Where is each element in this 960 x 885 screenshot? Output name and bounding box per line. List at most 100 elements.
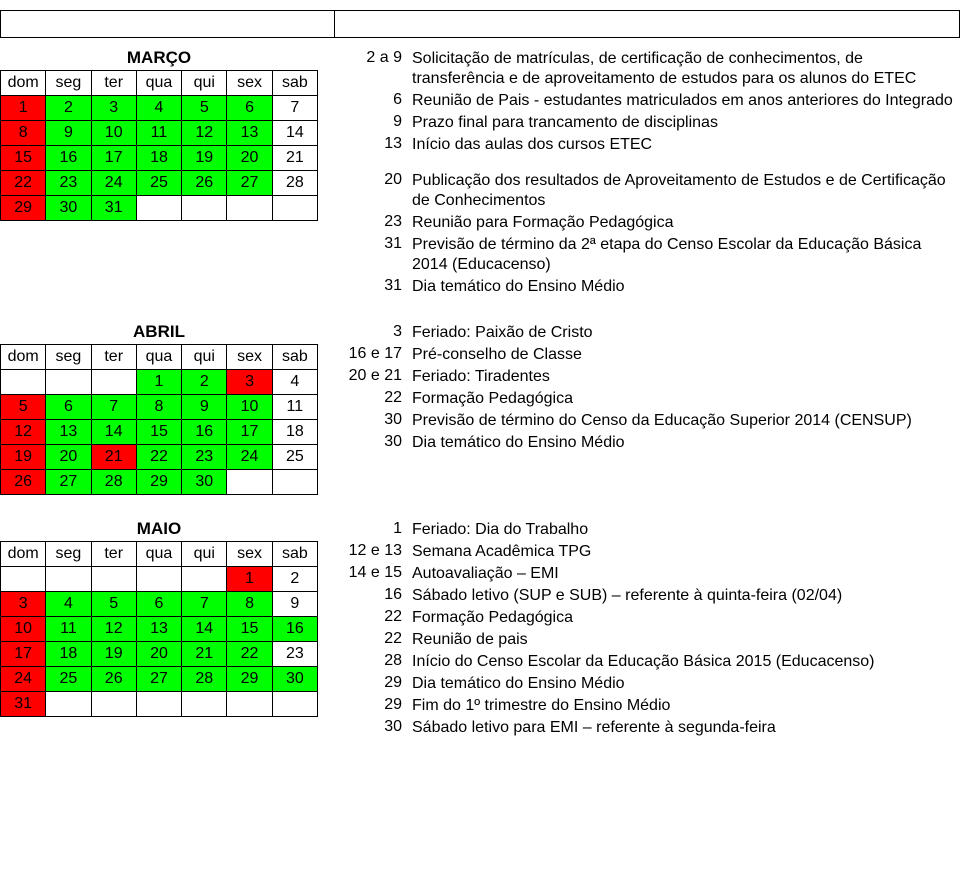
calendar-day <box>46 567 91 592</box>
event-date: 20 e 21 <box>344 366 412 388</box>
calendar-day: 15 <box>1 146 46 171</box>
event-desc: Previsão de término do Censo da Educação… <box>412 410 960 432</box>
calendar-day: 5 <box>1 395 46 420</box>
calendar-day: 23 <box>46 171 91 196</box>
calendar-day: 16 <box>46 146 91 171</box>
calendar-day: 19 <box>1 445 46 470</box>
calendar-day: 1 <box>136 370 181 395</box>
section-abril: ABRIL domsegterquaquisexsab1234567891011… <box>0 322 960 495</box>
event-desc: Autoavaliação – EMI <box>412 563 960 585</box>
calendar-day: 7 <box>182 592 227 617</box>
events-abril: 3Feriado: Paixão de Cristo16 e 17Pré-con… <box>344 322 960 454</box>
calendar-day <box>91 567 136 592</box>
calendar-day: 8 <box>1 121 46 146</box>
event-date: 30 <box>344 410 412 432</box>
calendar-day: 30 <box>46 196 91 221</box>
dow-header: seg <box>46 345 91 370</box>
calendar-day: 30 <box>272 667 317 692</box>
event-date: 2 a 9 <box>344 48 412 90</box>
calendar-day: 22 <box>227 642 272 667</box>
calendar-day: 12 <box>1 420 46 445</box>
event-date: 29 <box>344 695 412 717</box>
calendar-day: 28 <box>91 470 136 495</box>
event-desc: Início das aulas dos cursos ETEC <box>412 134 960 156</box>
event-desc: Reunião de Pais - estudantes matriculado… <box>412 90 960 112</box>
event-desc: Início do Censo Escolar da Educação Bási… <box>412 651 960 673</box>
event-desc: Feriado: Paixão de Cristo <box>412 322 960 344</box>
month-title-marco: MARÇO <box>0 48 318 68</box>
calendar-day: 26 <box>1 470 46 495</box>
calendar-day: 8 <box>136 395 181 420</box>
dow-header: sab <box>272 542 317 567</box>
calendar-day: 16 <box>272 617 317 642</box>
calendar-day: 7 <box>272 96 317 121</box>
event-date: 9 <box>344 112 412 134</box>
calendar-day <box>182 692 227 717</box>
calendar-day <box>227 692 272 717</box>
dow-header: sab <box>272 345 317 370</box>
calendar-day <box>136 692 181 717</box>
event-date: 16 e 17 <box>344 344 412 366</box>
calendar-day: 8 <box>227 592 272 617</box>
dow-header: seg <box>46 542 91 567</box>
event-date: 22 <box>344 607 412 629</box>
calendar-day <box>182 196 227 221</box>
month-title-maio: MAIO <box>0 519 318 539</box>
dow-header: seg <box>46 71 91 96</box>
calendar-day: 16 <box>182 420 227 445</box>
dow-header: qui <box>182 345 227 370</box>
calendar-day: 10 <box>91 121 136 146</box>
calendar-day: 13 <box>46 420 91 445</box>
calendar-day: 29 <box>136 470 181 495</box>
event-date: 31 <box>344 276 412 298</box>
calendar-day: 10 <box>1 617 46 642</box>
calendar-day <box>1 567 46 592</box>
calendar-day <box>182 567 227 592</box>
calendar-day <box>272 470 317 495</box>
calendar-day: 24 <box>91 171 136 196</box>
calendar-day: 30 <box>182 470 227 495</box>
calendar-day: 13 <box>136 617 181 642</box>
calendar-day: 1 <box>227 567 272 592</box>
event-date: 6 <box>344 90 412 112</box>
calendar-day: 9 <box>182 395 227 420</box>
event-date: 14 e 15 <box>344 563 412 585</box>
calendar-day: 10 <box>227 395 272 420</box>
calendar-day: 22 <box>136 445 181 470</box>
calendar-day: 14 <box>272 121 317 146</box>
event-desc: Semana Acadêmica TPG <box>412 541 960 563</box>
event-date: 12 e 13 <box>344 541 412 563</box>
dow-header: sex <box>227 71 272 96</box>
calendar-day: 15 <box>227 617 272 642</box>
calendar-day <box>227 196 272 221</box>
calendar-day <box>136 567 181 592</box>
dow-header: qui <box>182 71 227 96</box>
dow-header: sex <box>227 542 272 567</box>
dow-header: sab <box>272 71 317 96</box>
calendar-day: 12 <box>182 121 227 146</box>
dow-header: qua <box>136 542 181 567</box>
calendar-day: 21 <box>272 146 317 171</box>
event-date: 22 <box>344 388 412 410</box>
event-date: 30 <box>344 717 412 739</box>
dow-header: ter <box>91 345 136 370</box>
event-desc: Formação Pedagógica <box>412 607 960 629</box>
calendar-day: 7 <box>91 395 136 420</box>
calendar-day: 18 <box>46 642 91 667</box>
calendar-day: 6 <box>136 592 181 617</box>
calendar-day: 3 <box>91 96 136 121</box>
calendar-day <box>272 692 317 717</box>
calendar-day: 17 <box>227 420 272 445</box>
dow-header: qui <box>182 542 227 567</box>
calendar-day: 5 <box>91 592 136 617</box>
calendar-marco: domsegterquaquisexsab1234567891011121314… <box>0 70 318 221</box>
calendar-day <box>46 370 91 395</box>
calendar-day: 25 <box>136 171 181 196</box>
calendar-day: 18 <box>272 420 317 445</box>
event-desc: Dia temático do Ensino Médio <box>412 276 960 298</box>
event-desc: Prazo final para trancamento de discipli… <box>412 112 960 134</box>
event-desc: Pré-conselho de Classe <box>412 344 960 366</box>
calendar-day: 31 <box>91 196 136 221</box>
calendar-day: 28 <box>272 171 317 196</box>
event-desc: Previsão de término da 2ª etapa do Censo… <box>412 234 960 276</box>
